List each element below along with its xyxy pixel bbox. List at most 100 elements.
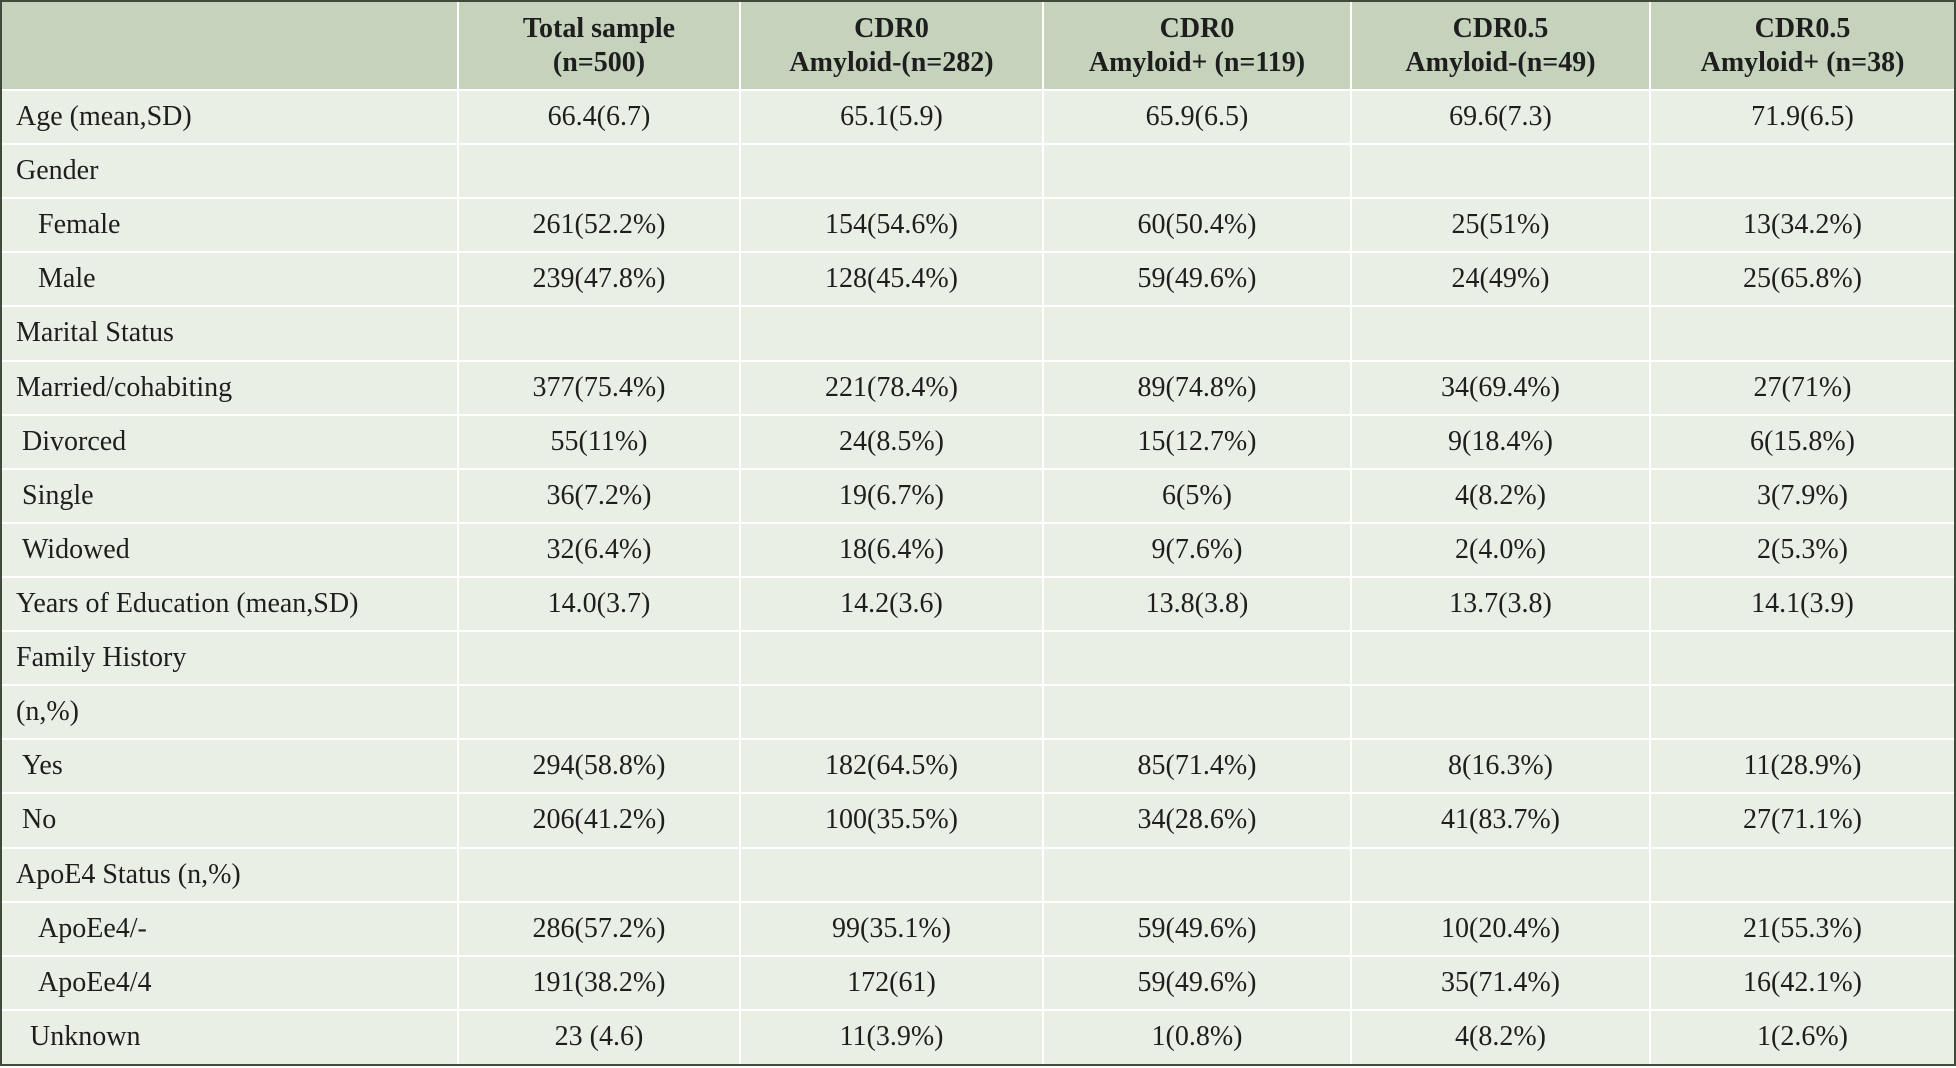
- table-row: Male 239(47.8%) 128(45.4%) 59(49.6%) 24(49%)…: [2, 251, 1954, 307]
- table-row: Divorced 55(11%) 24(8.5%) 15(12.7%) 9(18.4%)…: [2, 413, 1954, 469]
- table-cell: 9(18.4%): [1350, 413, 1650, 469]
- table-cell: 21(55.3%): [1649, 900, 1954, 956]
- table-cell: 1(0.8%): [1042, 1008, 1351, 1064]
- table-cell: 99(35.1%): [739, 900, 1043, 956]
- table-row: Female 261(52.2%) 154(54.6%) 60(50.4%) 25(51…: [2, 197, 1954, 253]
- table-cell: 10(20.4%): [1350, 900, 1650, 956]
- table-cell: 59(49.6%): [1042, 251, 1351, 307]
- table-row: Widowed 32(6.4%) 18(6.4%) 9(7.6%) 2(4.0%) 2(5…: [2, 521, 1954, 577]
- table-cell: [1042, 846, 1351, 902]
- table-cell: 19(6.7%): [739, 467, 1043, 523]
- header-cell-label: [2, 2, 458, 90]
- table-row: Years of Education (mean,SD) 14.0(3.7) 14.…: [2, 575, 1954, 632]
- table-cell: 27(71.1%): [1649, 792, 1954, 848]
- table-cell: 85(71.4%): [1042, 738, 1351, 794]
- table-cell: 69.6(7.3): [1350, 88, 1650, 145]
- table-cell: 34(69.4%): [1350, 359, 1650, 415]
- table-cell: 13.7(3.8): [1350, 575, 1650, 632]
- table-cell: [1350, 630, 1650, 686]
- table-cell: 128(45.4%): [739, 251, 1043, 307]
- row-label: Gender: [2, 143, 458, 199]
- table-cell: [739, 846, 1043, 902]
- header-cell-cdr05-amyloid-neg: CDR0.5 Amyloid-(n=49): [1350, 2, 1650, 90]
- row-label: Single: [2, 467, 458, 523]
- header-line1: CDR0.5: [1754, 12, 1851, 44]
- row-label: No: [2, 792, 458, 848]
- table-cell: 221(78.4%): [739, 359, 1043, 415]
- table-cell: 11(3.9%): [739, 1008, 1043, 1064]
- header-line1: Total sample: [522, 12, 676, 44]
- table-cell: 239(47.8%): [457, 251, 740, 307]
- table-cell: [457, 684, 740, 740]
- table-cell: 13.8(3.8): [1042, 575, 1351, 632]
- table-cell: 14.0(3.7): [457, 575, 740, 632]
- table-cell: 206(41.2%): [457, 792, 740, 848]
- table-cell: 377(75.4%): [457, 359, 740, 415]
- header-cell-cdr0-amyloid-pos: CDR0 Amyloid+ (n=119): [1042, 2, 1351, 90]
- table-cell: [739, 684, 1043, 740]
- table-cell: 60(50.4%): [1042, 197, 1351, 253]
- table-cell: [1649, 305, 1954, 361]
- row-label: Married/cohabiting: [2, 359, 458, 415]
- table-row: Unknown 23 (4.6) 11(3.9%) 1(0.8%) 4(8.2%) 1(2…: [2, 1008, 1954, 1064]
- table-cell: 6(15.8%): [1649, 413, 1954, 469]
- table-cell: 27(71%): [1649, 359, 1954, 415]
- row-label: Marital Status: [2, 305, 458, 361]
- table-row: Married/cohabiting 377(75.4%) 221(78.4%) 89…: [2, 359, 1954, 415]
- table-cell: 100(35.5%): [739, 792, 1043, 848]
- table-cell: 13(34.2%): [1649, 197, 1954, 253]
- table-cell: [1042, 684, 1351, 740]
- row-label: Male: [2, 251, 458, 307]
- table-cell: [1350, 684, 1650, 740]
- header-line1: CDR0: [1159, 12, 1235, 44]
- table-cell: 172(61): [739, 954, 1043, 1010]
- header-line2: Amyloid+ (n=119): [1088, 46, 1306, 78]
- table-cell: 15(12.7%): [1042, 413, 1351, 469]
- table-cell: 35(71.4%): [1350, 954, 1650, 1010]
- row-label: (n,%): [2, 684, 458, 740]
- header-cell-cdr0-amyloid-neg: CDR0 Amyloid-(n=282): [739, 2, 1043, 90]
- table-cell: 59(49.6%): [1042, 954, 1351, 1010]
- header-line1: CDR0.5: [1452, 12, 1549, 44]
- table-cell: 294(58.8%): [457, 738, 740, 794]
- table-cell: 4(8.2%): [1350, 1008, 1650, 1064]
- table-row: (n,%): [2, 684, 1954, 740]
- table-cell: 14.2(3.6): [739, 575, 1043, 632]
- table-row: Family History: [2, 630, 1954, 686]
- table-cell: 24(49%): [1350, 251, 1650, 307]
- table-cell: 71.9(6.5): [1649, 88, 1954, 145]
- row-label: Years of Education (mean,SD): [2, 575, 458, 632]
- table-cell: 2(5.3%): [1649, 521, 1954, 577]
- table-cell: [1649, 684, 1954, 740]
- header-line2: Amyloid-(n=49): [1405, 46, 1596, 78]
- table-cell: [1350, 143, 1650, 199]
- table-row: No 206(41.2%) 100(35.5%) 34(28.6%) 41(83.7%)…: [2, 792, 1954, 848]
- table-cell: 9(7.6%): [1042, 521, 1351, 577]
- table-cell: 1(2.6%): [1649, 1008, 1954, 1064]
- table-cell: 23 (4.6): [457, 1008, 740, 1064]
- table-cell: 154(54.6%): [739, 197, 1043, 253]
- table-cell: 182(64.5%): [739, 738, 1043, 794]
- header-row: Total sample (n=500) CDR0 Amyloid-(n=282…: [2, 2, 1954, 90]
- table-cell: [1042, 630, 1351, 686]
- header-cell-total-sample: Total sample (n=500): [457, 2, 740, 90]
- table-cell: [457, 630, 740, 686]
- table-cell: 41(83.7%): [1350, 792, 1650, 848]
- table-cell: [457, 305, 740, 361]
- table-cell: 286(57.2%): [457, 900, 740, 956]
- header-line1: CDR0: [854, 12, 929, 44]
- table-cell: 34(28.6%): [1042, 792, 1351, 848]
- table-cell: 25(51%): [1350, 197, 1650, 253]
- table-cell: [1649, 143, 1954, 199]
- table-cell: 2(4.0%): [1350, 521, 1650, 577]
- table-cell: 261(52.2%): [457, 197, 740, 253]
- table-cell: 11(28.9%): [1649, 738, 1954, 794]
- table-row: ApoE4 Status (n,%): [2, 846, 1954, 902]
- row-label: Age (mean,SD): [2, 88, 458, 145]
- row-label: ApoEe4/4: [2, 954, 458, 1010]
- table-cell: [1649, 846, 1954, 902]
- table-cell: 65.9(6.5): [1042, 88, 1351, 145]
- table-cell: 55(11%): [457, 413, 740, 469]
- table-cell: 18(6.4%): [739, 521, 1043, 577]
